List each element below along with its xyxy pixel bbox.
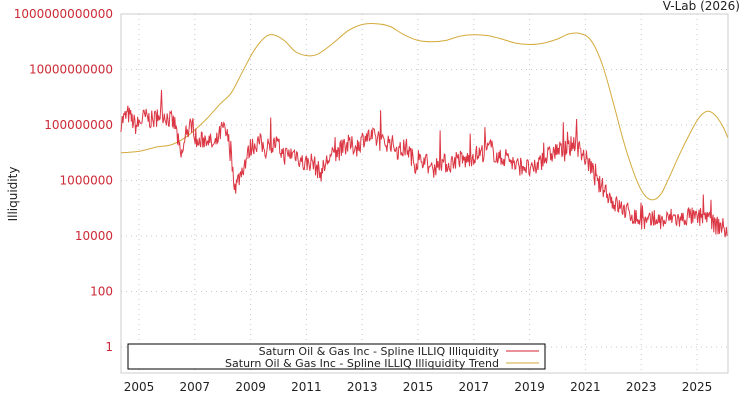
x-tick-label: 2011: [291, 380, 322, 394]
y-tick-label: 1000000000000: [14, 7, 113, 21]
x-tick-label: 2017: [459, 380, 490, 394]
gridlines: [121, 14, 728, 373]
legend-label-trend: Saturn Oil & Gas Inc - Spline ILLIQ Illi…: [225, 357, 499, 370]
credit-label: V-Lab (2026): [663, 0, 740, 13]
x-tick-label: 2015: [403, 380, 434, 394]
y-axis-label: Illiquidity: [6, 167, 20, 222]
x-axis-ticks: 2005 2007 2009 2011 2013 2015 2017 2019 2021 2023…: [124, 380, 713, 394]
x-tick-label: 2025: [682, 380, 713, 394]
y-tick-label: 10000: [75, 229, 113, 243]
x-tick-label: 2013: [347, 380, 378, 394]
legend-box: [127, 343, 546, 370]
y-tick-label: 100000000: [44, 118, 113, 132]
legend: Saturn Oil & Gas Inc - Spline ILLIQ Illi…: [127, 343, 546, 370]
series-lines: [120, 23, 729, 238]
illiquidity-line: [120, 89, 728, 238]
x-tick-label: 2019: [514, 380, 545, 394]
x-tick-label: 2005: [124, 380, 155, 394]
y-tick-label: 10000000000: [29, 63, 113, 77]
y-tick-label: 1000000: [60, 174, 113, 188]
x-tick-label: 2023: [626, 380, 657, 394]
plot-area-border: [120, 13, 729, 374]
y-tick-label: 100: [90, 285, 113, 299]
trend-line: [120, 23, 729, 201]
x-tick-label: 2009: [235, 380, 266, 394]
legend-label-illiquidity: Saturn Oil & Gas Inc - Spline ILLIQ Illi…: [259, 345, 500, 358]
y-tick-label: 1: [105, 340, 113, 354]
x-tick-label: 2007: [180, 380, 211, 394]
y-axis-ticks: 1000000000000 10000000000 100000000 1000000…: [14, 7, 113, 354]
x-tick-label: 2021: [570, 380, 601, 394]
